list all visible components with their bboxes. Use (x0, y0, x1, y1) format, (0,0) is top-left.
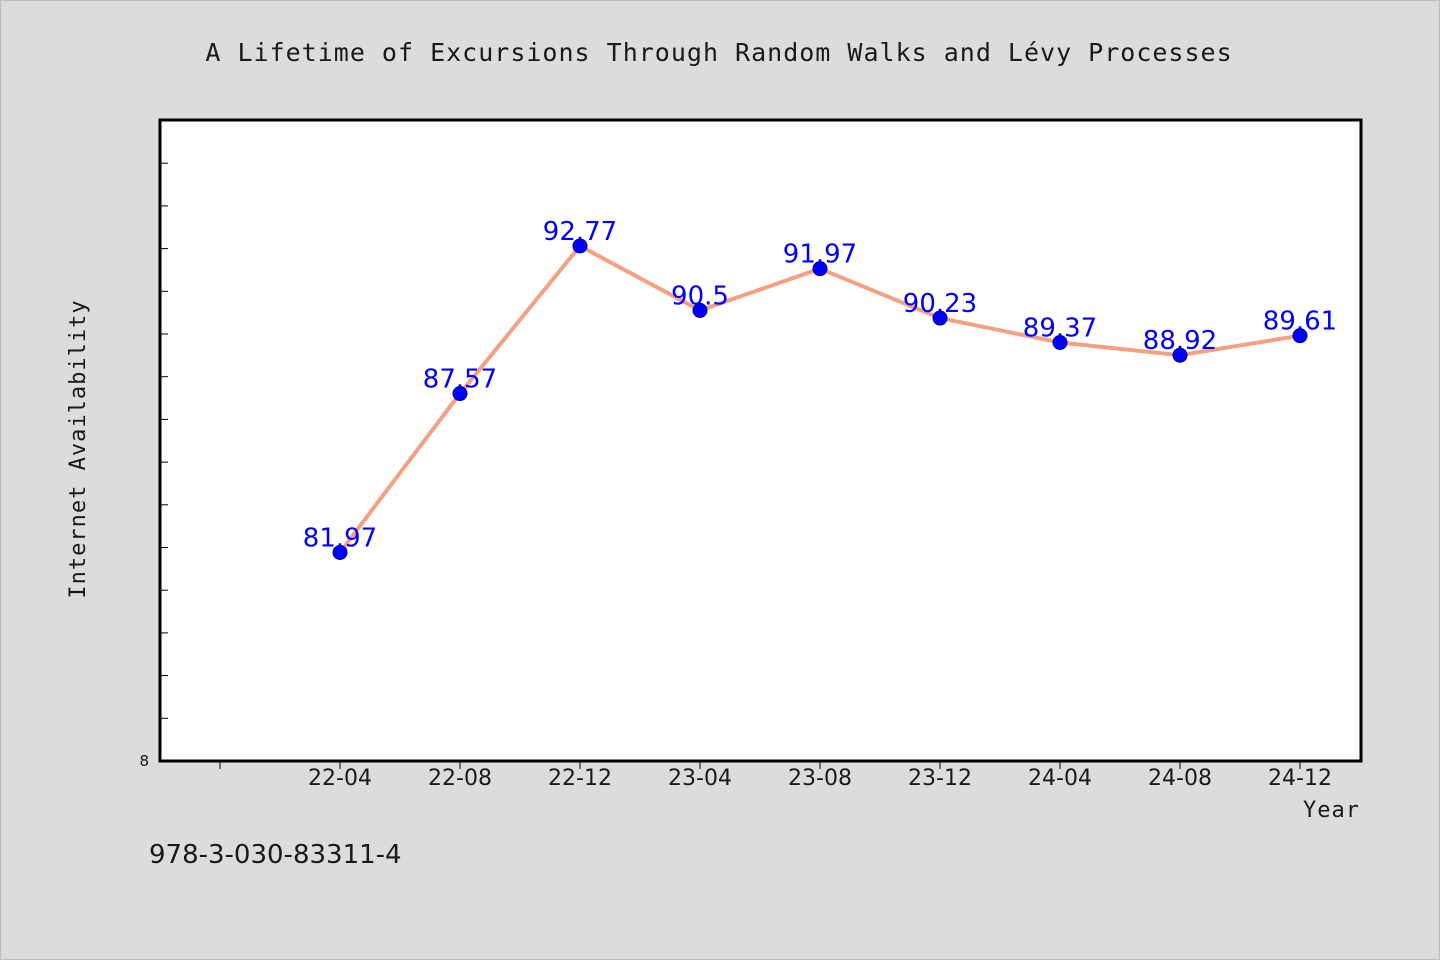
x-axis-label: Year (1303, 798, 1360, 823)
x-tick-label: 24-12 (1268, 766, 1332, 791)
x-tick-label: 23-04 (668, 766, 732, 791)
data-point-marker (932, 310, 948, 326)
data-point-marker (692, 302, 708, 318)
data-point-marker (1292, 328, 1308, 344)
data-label: 92.77 (543, 217, 617, 247)
chart-title: A Lifetime of Excursions Through Random … (205, 38, 1232, 67)
data-label: 91.97 (783, 240, 857, 270)
x-tick-label: 24-04 (1028, 766, 1092, 791)
data-label: 90.23 (903, 289, 977, 319)
x-tick-label: 23-08 (788, 766, 852, 791)
data-point-marker (1172, 347, 1188, 363)
data-label: 87.57 (423, 365, 497, 395)
data-label: 88.92 (1143, 326, 1217, 356)
data-point-marker (1052, 334, 1068, 350)
y-axis-ticks (160, 162, 168, 719)
x-tick-label: 22-08 (428, 766, 492, 791)
plot-area (158, 118, 1363, 763)
data-point-marker (452, 386, 468, 402)
data-label: 89.37 (1023, 313, 1097, 343)
data-label: 81.97 (303, 523, 377, 553)
x-tick-label: 23-12 (908, 766, 972, 791)
x-axis-ticks: 22-04 22-08 22-12 23-04 23-08 23-12 24-04 24-08… (219, 761, 1332, 791)
y-tick-label: 8 (139, 752, 149, 770)
data-point-marker (332, 544, 348, 560)
data-label: 89.61 (1263, 307, 1337, 337)
y-axis-label: Internet Availability (66, 299, 91, 598)
x-tick-label: 24-08 (1148, 766, 1212, 791)
data-point-marker (572, 238, 588, 254)
series-line-group: 81.97 87.57 92.77 90.5 91.97 90.23 89.37 88.92 8… (303, 217, 1337, 560)
data-label: 90.5 (671, 281, 729, 311)
x-tick-label: 22-04 (308, 766, 372, 791)
data-point-marker (812, 261, 828, 277)
x-tick-label: 22-12 (548, 766, 612, 791)
isbn-footnote: 978-3-030-83311-4 (149, 840, 402, 870)
